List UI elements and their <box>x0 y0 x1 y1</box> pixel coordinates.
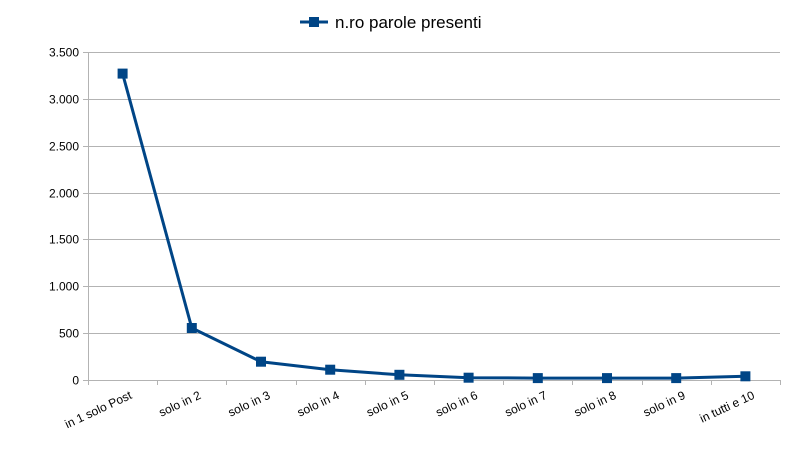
x-tick-label: in 1 solo Post <box>63 388 135 431</box>
x-tick-label: solo in 5 <box>364 388 411 420</box>
x-tick-label: solo in 2 <box>157 388 204 420</box>
x-tick-label: solo in 6 <box>433 388 480 420</box>
y-tick-labels: 0 500 1.000 1.500 2.000 2.500 3.000 3.500 <box>49 46 79 388</box>
series-line <box>121 73 746 380</box>
data-point-marker <box>463 372 474 383</box>
data-point-marker <box>256 356 266 367</box>
x-tick-label: in tutti e 10 <box>698 388 757 426</box>
data-point-marker <box>532 373 543 384</box>
data-point-marker <box>602 373 612 384</box>
axes <box>83 52 781 385</box>
y-tick-label: 500 <box>59 327 79 341</box>
y-tick-label: 2.500 <box>49 140 79 154</box>
data-point-marker <box>325 364 336 375</box>
legend-marker-swatch <box>309 17 319 27</box>
x-tick-label: solo in 7 <box>503 388 550 420</box>
y-tick-label: 3.000 <box>49 93 79 107</box>
x-tick-label: solo in 8 <box>572 388 619 420</box>
data-point-marker <box>740 371 751 382</box>
series-group <box>117 68 751 384</box>
legend-label: n.ro parole presenti <box>335 13 481 32</box>
y-tick-label: 0 <box>72 374 79 388</box>
legend: n.ro parole presenti <box>300 13 481 32</box>
y-tick-label: 3.500 <box>49 46 79 60</box>
x-tick-label: solo in 9 <box>641 388 688 420</box>
x-tick-label: solo in 4 <box>295 388 342 420</box>
y-tick-label: 2.000 <box>49 187 79 201</box>
data-point-marker <box>671 373 682 384</box>
data-point-marker <box>117 68 128 79</box>
data-point-marker <box>186 323 197 333</box>
x-tick-labels: in 1 solo Post solo in 2 solo in 3 solo in … <box>63 388 757 431</box>
x-tick-label: solo in 3 <box>226 388 273 420</box>
data-point-marker <box>394 369 405 380</box>
gridlines <box>88 52 780 334</box>
y-tick-label: 1.500 <box>49 233 79 247</box>
y-tick-label: 1.000 <box>49 280 79 294</box>
